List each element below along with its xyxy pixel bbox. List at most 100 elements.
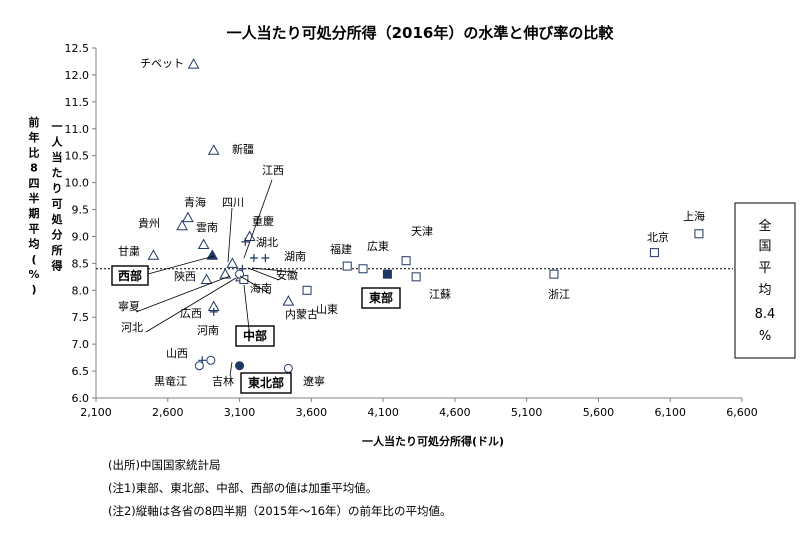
y-title-char: 平	[29, 222, 40, 235]
average-box-text: 国	[758, 239, 771, 254]
label-陝西: 陝西	[174, 270, 196, 283]
region-box-東北部	[240, 372, 292, 394]
y-tick-label: 9.5	[72, 204, 90, 217]
leader-line	[239, 275, 271, 295]
tick-labels: 6.0 6.5 7.0 7.5 8.0 8.5 9.0 9.5 10.0 10.5 11.0 11.5…	[65, 42, 758, 419]
average-box-frame	[734, 202, 796, 359]
label-北京: 北京	[647, 230, 669, 244]
y-title-char: 比	[29, 145, 40, 159]
y-title-char: 四	[29, 177, 40, 190]
point-東部	[382, 269, 392, 279]
label-上海: 上海	[683, 209, 705, 223]
label-中部: 中部	[243, 328, 267, 343]
x-tick-label: 6,100	[654, 406, 686, 419]
label-広西: 広西	[180, 307, 202, 320]
point-東北部	[235, 361, 245, 371]
y-title-char: 分	[52, 228, 63, 242]
label-遼寧: 遼寧	[303, 374, 325, 388]
leader-line	[135, 275, 231, 313]
point-江蘇	[411, 272, 421, 282]
average-box-text: %	[759, 329, 771, 344]
point-吉林	[206, 355, 216, 365]
label-山西: 山西	[166, 347, 188, 360]
y-title-char: 当	[52, 150, 63, 164]
x-tick-label: 4,100	[367, 406, 399, 419]
x-axis-title: 一人当たり可処分所得(ドル)	[362, 434, 504, 448]
x-tick-label: 6,600	[726, 406, 758, 419]
label-浙江: 浙江	[548, 288, 570, 301]
label-東部: 東部	[369, 290, 393, 305]
region-box-西部	[111, 265, 149, 286]
region-box-東部	[361, 287, 401, 309]
y-tick-label: 7.5	[72, 311, 90, 324]
y-title-char: 8	[30, 162, 38, 175]
y-tick-label: 11.5	[65, 96, 90, 109]
y-tick-label: 9.0	[72, 230, 90, 243]
label-湖北: 湖北	[256, 236, 278, 249]
label-広東: 広東	[367, 240, 389, 253]
x-tick-label: 2,100	[80, 406, 112, 419]
y-tick-label: 11.0	[65, 123, 90, 136]
average-box-text: 均	[758, 283, 771, 298]
label-黒竜江: 黒竜江	[154, 374, 187, 388]
x-tick-label: 2,600	[152, 406, 184, 419]
label-寧夏: 寧夏	[118, 299, 140, 313]
y-title-char: 前	[29, 115, 40, 129]
leader-line	[145, 277, 237, 333]
y-tick-label: 6.0	[72, 392, 90, 405]
y-title-char: 人	[52, 135, 64, 149]
label-雲南: 雲南	[196, 221, 218, 234]
y-tick-label: 8.0	[72, 284, 90, 297]
data-points	[147, 58, 704, 373]
point-河南	[209, 307, 218, 316]
y-tick-label: 10.0	[65, 177, 90, 190]
y-title-char: %	[28, 268, 39, 281]
y-tick-label: 12.0	[65, 69, 90, 82]
note-2: (注2)縦軸は各省の8四半期（2015年～16年）の前年比の平均値。	[108, 504, 452, 518]
note-1: (注1)東部、東北部、中部、西部の値は加重平均値。	[108, 481, 378, 495]
point-上海	[694, 229, 704, 239]
y-title-char: 得	[51, 259, 63, 273]
label-新疆: 新疆	[232, 142, 254, 156]
point-雲南	[197, 238, 210, 250]
label-重慶: 重慶	[252, 214, 274, 228]
label-山東: 山東	[316, 303, 338, 316]
point-黒竜江	[194, 361, 204, 371]
leader-line	[227, 207, 233, 263]
label-江蘇: 江蘇	[429, 288, 451, 301]
point-福建	[342, 261, 352, 271]
x-tick-label: 3,600	[296, 406, 328, 419]
average-box-text: 全	[758, 218, 771, 234]
point-湖北	[261, 254, 270, 262]
label-甘粛: 甘粛	[118, 245, 140, 258]
label-四川: 四川	[222, 196, 244, 209]
leader-lines	[135, 179, 296, 377]
leader-line	[243, 284, 251, 339]
point-中部	[235, 269, 245, 279]
point-広東	[358, 264, 368, 274]
leader-line	[243, 179, 273, 259]
chart-axes	[95, 48, 742, 399]
label-貴州: 貴州	[138, 216, 160, 230]
label-西部: 西部	[118, 268, 142, 283]
leader-line	[247, 267, 280, 281]
y-tick-label: 7.0	[72, 338, 90, 351]
source-note: (出所)中国国家統計局	[108, 458, 221, 472]
point-チベット	[187, 58, 200, 69]
y-title-char: 一	[52, 120, 63, 133]
label-青海: 青海	[184, 195, 206, 209]
point-甘粛	[147, 249, 160, 260]
leader-line	[147, 255, 215, 275]
x-tick-label: 5,600	[583, 406, 615, 419]
y-title-char: 年	[29, 130, 40, 144]
y-title-char: 半	[29, 191, 40, 205]
y-title-char: 均	[29, 237, 40, 251]
y-title-char: 所	[52, 243, 63, 257]
point-青海	[182, 211, 194, 223]
y-title-char: 期	[29, 206, 40, 220]
y-title-char: 可	[52, 198, 63, 211]
y-title-char: )	[31, 283, 36, 296]
